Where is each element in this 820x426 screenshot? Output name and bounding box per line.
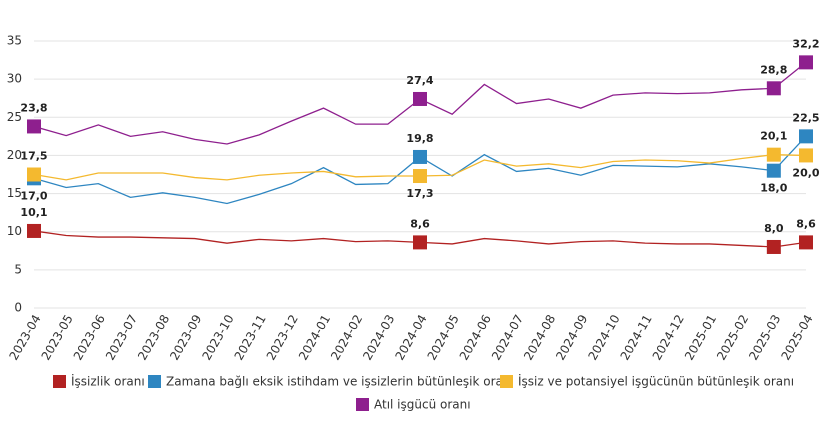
data-label: 8,6: [410, 217, 430, 230]
data-label: 32,2: [792, 37, 819, 50]
legend-label: İşsiz ve potansiyel işgücünün bütünleşik…: [518, 374, 794, 389]
legend-swatch: [356, 398, 369, 411]
marker: [766, 81, 781, 96]
legend-label: Zamana bağlı eksik istihdam ve işsizleri…: [166, 375, 514, 389]
data-label: 20,0: [792, 166, 819, 179]
legend-label: İşsizlik oranı: [71, 374, 145, 389]
data-label: 27,4: [406, 74, 433, 87]
data-label: 17,0: [20, 189, 47, 202]
x-tick-label: 2025-04: [778, 312, 815, 362]
legend-label: Atıl işgücü oranı: [374, 398, 471, 412]
y-tick-label: 20: [7, 148, 22, 162]
data-label: 18,0: [760, 182, 787, 195]
legend-swatch: [500, 375, 513, 388]
marker: [413, 235, 427, 250]
marker: [413, 149, 427, 164]
data-label: 19,8: [406, 132, 433, 145]
data-label: 8,6: [796, 217, 816, 230]
marker: [799, 148, 813, 163]
marker: [27, 119, 41, 134]
y-tick-label: 35: [7, 34, 22, 48]
marker: [413, 91, 427, 106]
marker: [799, 55, 813, 70]
data-label: 17,3: [406, 187, 433, 200]
data-label: 8,0: [764, 222, 784, 235]
marker: [799, 129, 813, 144]
marker: [799, 235, 813, 250]
legend-swatch: [148, 375, 161, 388]
data-label: 20,1: [760, 130, 787, 143]
y-tick-label: 0: [14, 301, 22, 315]
marker: [413, 169, 427, 184]
y-tick-label: 15: [7, 186, 22, 200]
marker: [766, 239, 781, 254]
y-tick-label: 10: [7, 224, 22, 238]
data-label: 23,8: [20, 101, 47, 114]
marker: [766, 147, 781, 162]
data-label: 17,5: [20, 150, 47, 163]
y-tick-label: 30: [7, 72, 22, 86]
legend-swatch: [53, 375, 66, 388]
marker: [27, 167, 41, 182]
data-label: 10,1: [20, 206, 47, 219]
y-tick-label: 25: [7, 110, 22, 124]
data-label: 22,5: [792, 111, 819, 124]
y-tick-label: 5: [14, 262, 22, 276]
marker: [766, 163, 781, 178]
data-label: 28,8: [760, 63, 787, 76]
marker: [27, 223, 41, 238]
